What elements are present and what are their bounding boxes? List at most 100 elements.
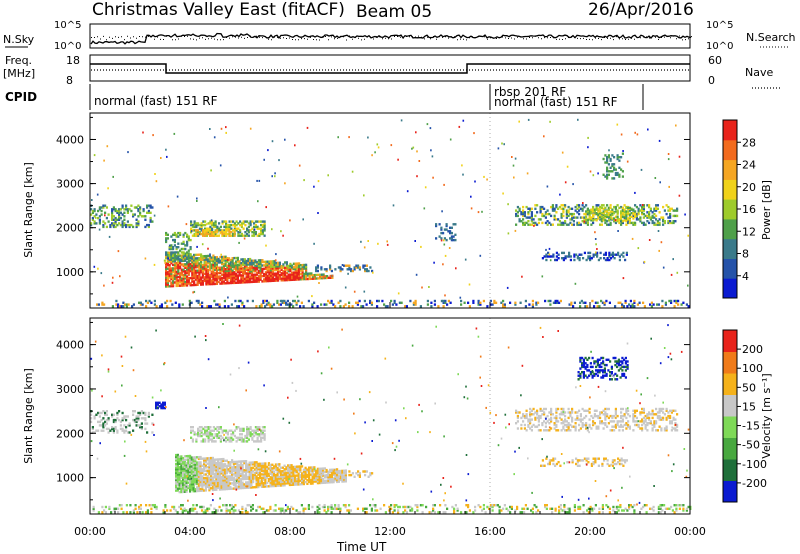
power-cell (621, 303, 624, 306)
power-cell (271, 305, 274, 308)
power-cell (210, 282, 213, 286)
velocity-cell (597, 427, 600, 430)
power-cell (173, 263, 176, 266)
power-cell (210, 231, 213, 234)
power-cell (212, 270, 215, 273)
power-cell (607, 206, 610, 210)
velocity-cell (218, 475, 221, 479)
power-cell (443, 228, 446, 231)
velocity-cell (121, 427, 124, 431)
velocity-cell (196, 463, 199, 466)
power-cell (184, 273, 187, 277)
velocity-cell (257, 482, 260, 485)
power-cell (179, 249, 182, 252)
power-cell (620, 213, 623, 217)
power-cell (477, 211, 480, 214)
power-cell (667, 220, 670, 223)
power-cell (289, 219, 291, 222)
power-cell (261, 225, 264, 229)
power-cell (208, 281, 211, 284)
velocity-cell (261, 433, 264, 436)
velocity-cell (226, 436, 229, 439)
velocity-cell (648, 418, 651, 421)
power-cell (284, 268, 287, 271)
power-cell (257, 262, 260, 266)
power-cell (186, 242, 189, 245)
power-cell (117, 250, 120, 253)
power-cell (223, 220, 226, 223)
velocity-cell (253, 475, 256, 478)
power-cell (175, 277, 178, 280)
nsky-label: N.Sky (3, 33, 35, 46)
velocity-cell (565, 420, 568, 423)
power-cell (201, 276, 204, 279)
power-cell (549, 303, 552, 306)
velocity-cell (259, 482, 262, 485)
power-cell (236, 276, 239, 279)
power-cell (655, 218, 658, 221)
velocity-cell (216, 436, 219, 439)
power-cell (607, 219, 610, 222)
velocity-cell (224, 475, 227, 478)
power-cell (663, 220, 666, 223)
power-cell (184, 266, 187, 269)
velocity-cell (107, 418, 110, 422)
velocity-cell (523, 427, 526, 430)
power-cell (267, 149, 269, 152)
power-cell (673, 299, 676, 303)
power-cell (187, 278, 190, 282)
power-cell (249, 222, 252, 225)
power-cell (667, 216, 670, 219)
velocity-cell (674, 427, 677, 430)
power-cell (250, 261, 253, 264)
power-cell (252, 277, 255, 280)
power-cell (250, 266, 253, 269)
power-cell (244, 223, 247, 227)
power-cell (168, 247, 171, 251)
power-cell (193, 220, 196, 223)
velocity-cell (207, 434, 210, 438)
velocity-cell (250, 477, 253, 480)
power-cell (236, 281, 239, 284)
velocity-cell (283, 464, 286, 467)
velocity-cell (176, 468, 179, 471)
power-cell (173, 240, 176, 244)
power-cell (590, 223, 593, 226)
power-cell (119, 275, 121, 278)
power-cell (325, 268, 328, 271)
velocity-cell (178, 480, 181, 483)
velocity-cell (100, 424, 103, 427)
power-cell (516, 211, 519, 214)
power-cell (275, 277, 278, 281)
power-cell (678, 194, 681, 197)
velocity-cell (276, 466, 279, 470)
velocity-cell (676, 423, 679, 427)
power-cell (611, 251, 614, 255)
velocity-cell (241, 472, 244, 475)
power-cell (249, 266, 252, 270)
velocity-cell (551, 413, 554, 416)
power-cell (247, 263, 250, 266)
velocity-cell (218, 481, 221, 484)
power-cell (200, 260, 203, 263)
power-cell (651, 221, 654, 225)
power-cell (414, 301, 417, 304)
power-cell (572, 305, 575, 308)
power-cell (341, 264, 344, 266)
velocity-cell (250, 480, 253, 484)
velocity-cell (193, 431, 196, 434)
power-cell (240, 261, 243, 265)
power-cell (443, 243, 446, 246)
velocity-cell (201, 464, 204, 467)
power-cell (316, 264, 319, 267)
velocity-cell (218, 431, 221, 434)
velocity-cell (207, 427, 210, 431)
power-cell (541, 207, 544, 210)
velocity-cell (276, 470, 279, 473)
velocity-cell (250, 470, 253, 473)
velocity-cell (229, 478, 232, 482)
power-cell (197, 234, 200, 237)
velocity-cell (189, 474, 192, 477)
power-cell (636, 133, 639, 136)
velocity-cell (185, 486, 188, 490)
